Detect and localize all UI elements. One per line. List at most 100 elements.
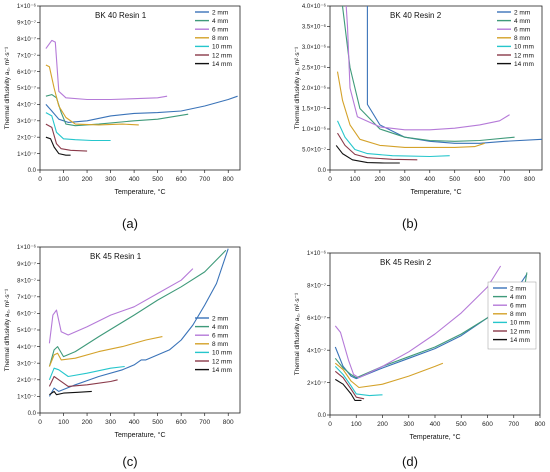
legend-box (487, 281, 537, 350)
legend-label: 4 mm (212, 324, 228, 331)
legend-label: 8 mm (510, 311, 526, 318)
x-tick-label: 300 (105, 419, 116, 426)
y-tick-label: 6×10⁻⁷ (17, 69, 36, 76)
y-tick-label: 0.0 (318, 168, 327, 174)
series-line-4mm (48, 249, 227, 367)
y-tick-label: 4.0×10⁻⁶ (302, 3, 327, 10)
series-line-12mm (337, 132, 418, 161)
legend-label: 2 mm (510, 285, 526, 292)
y-tick-label: 5×10⁻⁷ (17, 327, 36, 334)
series-line-2mm (366, 6, 542, 144)
panel-label-d: (d) (402, 454, 418, 469)
legend-label: 12 mm (510, 328, 530, 335)
y-tick-label: 5.0×10⁻⁷ (302, 147, 326, 154)
legend-label: 14 mm (514, 61, 534, 68)
x-tick-label: 600 (482, 421, 493, 428)
chart-title: BK 45 Resin 1 (90, 252, 142, 261)
legend-label: 6 mm (514, 27, 530, 34)
x-tick-label: 300 (399, 176, 410, 183)
series-line-10mm (48, 365, 125, 381)
chart-title: BK 40 Resin 1 (95, 11, 147, 20)
series-line-12mm (48, 375, 118, 387)
y-tick-label: 9×10⁻⁷ (17, 20, 36, 27)
panel-b: 0 100 200 300 400 500 600 700 800 0.0 5.0×10⁻⁷ 1.0×… (294, 3, 543, 231)
y-tick-label: 6×10⁻⁷ (17, 311, 36, 318)
x-axis-label: Temperature, °C (114, 431, 165, 439)
series-group (45, 39, 238, 156)
y-axis-label: Thermal diffusivity a₂, m²·s⁻¹ (4, 46, 11, 129)
y-tick-label: 2×10⁻⁷ (17, 377, 36, 384)
series-line-2mm (45, 95, 238, 123)
y-tick-label: 0.0 (28, 411, 37, 417)
legend-label: 12 mm (212, 358, 232, 365)
y-tick-label: 7×10⁻⁷ (17, 52, 36, 59)
panel-label-a: (a) (122, 216, 138, 231)
x-tick-label: 300 (403, 421, 414, 428)
y-tick-label: 9×10⁻⁷ (17, 261, 36, 268)
legend-label: 6 mm (212, 27, 228, 34)
panel-label-c: (c) (122, 454, 137, 469)
x-tick-label: 200 (82, 176, 93, 183)
y-axis-label: Thermal diffusivity a₂, m²·s⁻¹ (294, 46, 301, 129)
x-tick-label: 100 (58, 176, 69, 183)
x-tick-label: 0 (328, 176, 332, 183)
legend-label: 6 mm (212, 333, 228, 340)
x-tick-label: 400 (430, 421, 441, 428)
x-tick-label: 600 (474, 176, 485, 183)
y-tick-label: 0.0 (318, 413, 327, 419)
y-tick-label: 2.0×10⁻⁶ (302, 85, 327, 92)
x-tick-label: 500 (456, 421, 467, 428)
y-tick-label: 1×10⁻⁷ (17, 394, 36, 401)
y-tick-label: 3×10⁻⁷ (17, 360, 36, 367)
series-line-8mm (45, 64, 139, 126)
panel-d: 0 100 200 300 400 500 600 700 800 0.0 2×10⁻⁷ 4×10⁻⁷… (294, 250, 546, 469)
x-tick-label: 700 (199, 419, 210, 426)
x-tick-label: 400 (424, 176, 435, 183)
x-tick-label: 0 (328, 421, 332, 428)
chart-title: BK 40 Resin 2 (390, 11, 442, 20)
y-tick-label: 7×10⁻⁷ (17, 294, 36, 301)
series-line-10mm (334, 366, 383, 397)
plot-area (39, 5, 241, 171)
x-tick-label: 0 (38, 419, 42, 426)
series-line-10mm (336, 120, 450, 158)
series-line-4mm (341, 6, 515, 142)
x-tick-label: 700 (199, 176, 210, 183)
y-tick-label: 3×10⁻⁷ (17, 118, 36, 125)
legend-label: 4 mm (514, 18, 530, 25)
legend-label: 14 mm (212, 367, 232, 374)
x-tick-label: 400 (129, 176, 140, 183)
y-tick-label: 2.5×10⁻⁶ (302, 65, 327, 72)
x-tick-label: 500 (449, 176, 460, 183)
y-tick-label: 6×10⁻⁷ (307, 315, 326, 322)
series-line-8mm (336, 71, 485, 148)
x-tick-label: 500 (152, 419, 163, 426)
x-tick-label: 800 (524, 176, 535, 183)
y-tick-label: 1.0×10⁻⁶ (302, 126, 327, 133)
x-tick-label: 100 (351, 421, 362, 428)
plot-area (39, 246, 241, 414)
legend-label: 10 mm (212, 350, 232, 357)
x-tick-label: 300 (105, 176, 116, 183)
x-tick-label: 200 (374, 176, 385, 183)
legend-label: 14 mm (212, 61, 232, 68)
x-tick-label: 500 (152, 176, 163, 183)
x-tick-label: 100 (58, 419, 69, 426)
y-tick-label: 2×10⁻⁷ (307, 380, 326, 387)
series-line-14mm (45, 136, 71, 156)
y-tick-label: 1.5×10⁻⁶ (302, 106, 327, 113)
y-axis-label: Thermal diffusivity a₂, m²·s⁻¹ (4, 288, 11, 371)
legend-label: 2 mm (212, 315, 228, 322)
y-tick-label: 4×10⁻⁷ (17, 102, 36, 109)
legend-label: 8 mm (514, 35, 530, 42)
y-tick-label: 3.5×10⁻⁶ (302, 24, 327, 31)
plot-area (329, 5, 543, 171)
panel-label-b: (b) (402, 216, 418, 231)
legend-label: 10 mm (514, 44, 534, 51)
y-tick-label: 1×10⁻⁶ (307, 250, 327, 257)
legend-label: 6 mm (510, 303, 526, 310)
